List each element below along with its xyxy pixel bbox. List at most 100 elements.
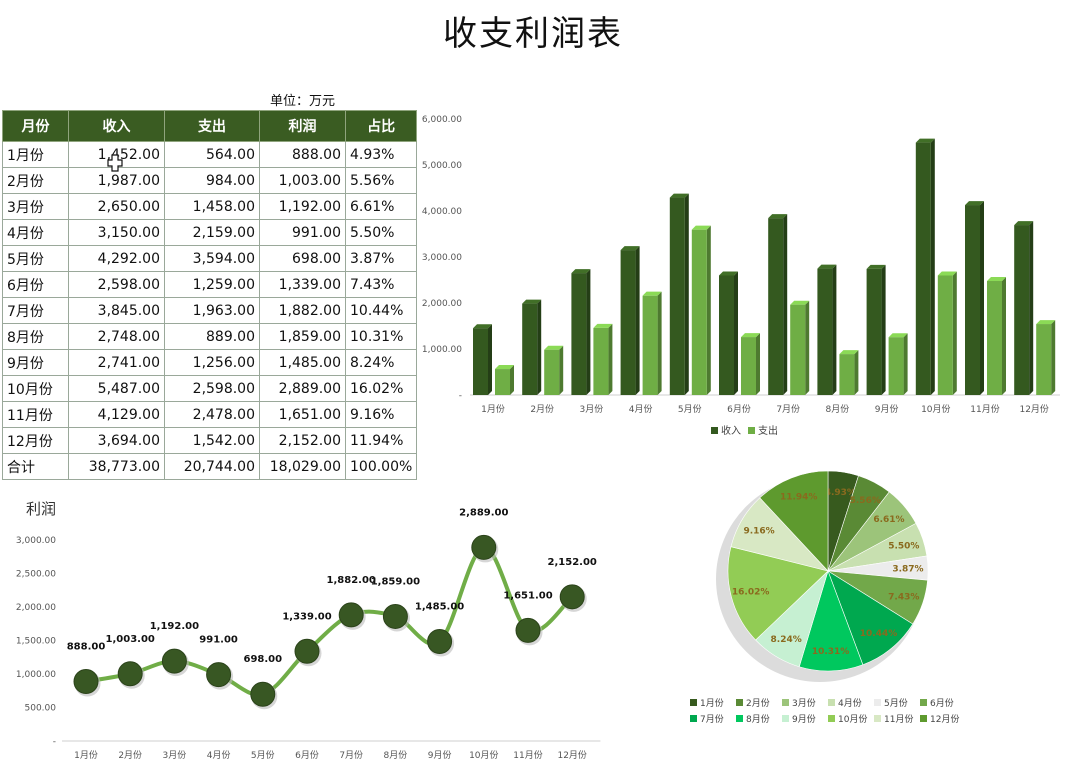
table-row: 8月份 2,748.00 889.00 1,859.00 10.31% <box>2 323 418 350</box>
cell-expense[interactable]: 20,744.00 <box>164 453 260 480</box>
col-header-expense[interactable]: 支出 <box>164 110 260 142</box>
cell-expense[interactable]: 2,598.00 <box>164 375 260 402</box>
slice-label: 8.24% <box>771 635 802 645</box>
bar-side <box>559 345 564 395</box>
cell-expense[interactable]: 564.00 <box>164 141 260 168</box>
cell-ratio[interactable]: 11.94% <box>344 427 418 454</box>
cell-ratio[interactable]: 9.16% <box>344 401 418 428</box>
cell-month[interactable]: 9月份 <box>2 349 69 376</box>
cell-ratio[interactable]: 5.50% <box>344 219 418 246</box>
cell-ratio[interactable]: 3.87% <box>344 245 418 272</box>
cell-ratio[interactable]: 8.24% <box>344 349 418 376</box>
income-bar <box>620 246 640 395</box>
cell-month[interactable]: 8月份 <box>2 323 69 350</box>
cell-profit[interactable]: 1,192.00 <box>259 193 346 220</box>
bar-face <box>522 303 538 395</box>
data-point <box>206 662 232 688</box>
x-tick-label: 4月份 <box>629 403 653 415</box>
cell-month[interactable]: 5月份 <box>2 245 69 272</box>
bar-face <box>544 349 560 395</box>
legend-swatch <box>690 699 697 706</box>
cell-profit[interactable]: 1,859.00 <box>259 323 346 350</box>
cell-income[interactable]: 2,598.00 <box>68 271 165 298</box>
cell-month[interactable]: 6月份 <box>2 271 69 298</box>
data-point <box>559 584 585 610</box>
cell-profit[interactable]: 2,889.00 <box>259 375 346 402</box>
bar-top <box>1036 320 1056 325</box>
cell-income[interactable]: 3,150.00 <box>68 219 165 246</box>
bar-side <box>706 225 711 395</box>
income-bar <box>669 193 689 395</box>
cell-profit[interactable]: 18,029.00 <box>259 453 346 480</box>
cell-ratio[interactable]: 7.43% <box>344 271 418 298</box>
cell-ratio[interactable]: 10.31% <box>344 323 418 350</box>
cell-income[interactable]: 2,741.00 <box>68 349 165 376</box>
cell-profit[interactable]: 1,485.00 <box>259 349 346 376</box>
cell-profit[interactable]: 888.00 <box>259 141 346 168</box>
col-header-month[interactable]: 月份 <box>2 110 69 142</box>
cell-ratio[interactable]: 16.02% <box>344 375 418 402</box>
cell-month[interactable]: 7月份 <box>2 297 69 324</box>
x-tick-label: 9月份 <box>875 403 899 415</box>
cell-profit[interactable]: 991.00 <box>259 219 346 246</box>
cell-ratio[interactable]: 6.61% <box>344 193 418 220</box>
data-label: 991.00 <box>199 635 238 646</box>
cell-month[interactable]: 4月份 <box>2 219 69 246</box>
cell-income[interactable]: 4,292.00 <box>68 245 165 272</box>
col-header-profit[interactable]: 利润 <box>259 110 346 142</box>
cell-ratio[interactable]: 100.00% <box>344 453 418 480</box>
cell-profit[interactable]: 698.00 <box>259 245 346 272</box>
bar-top <box>741 333 760 338</box>
cell-expense[interactable]: 1,259.00 <box>164 271 260 298</box>
expense-bar <box>544 345 564 395</box>
cell-ratio[interactable]: 4.93% <box>344 141 418 168</box>
cell-expense[interactable]: 1,542.00 <box>164 427 260 454</box>
data-point <box>294 638 320 664</box>
cell-ratio[interactable]: 10.44% <box>344 297 418 324</box>
cell-profit[interactable]: 1,003.00 <box>259 167 346 194</box>
cell-expense[interactable]: 1,963.00 <box>164 297 260 324</box>
cell-expense[interactable]: 889.00 <box>164 323 260 350</box>
cell-month[interactable]: 2月份 <box>2 167 69 194</box>
cell-month[interactable]: 12月份 <box>2 427 69 454</box>
cell-expense[interactable]: 1,256.00 <box>164 349 260 376</box>
bar-side <box>854 350 859 395</box>
cell-month[interactable]: 10月份 <box>2 375 69 402</box>
bar-side <box>586 269 591 395</box>
cell-income[interactable]: 2,650.00 <box>68 193 165 220</box>
cell-expense[interactable]: 1,458.00 <box>164 193 260 220</box>
cell-income[interactable]: 2,748.00 <box>68 323 165 350</box>
cell-profit[interactable]: 2,152.00 <box>259 427 346 454</box>
data-point <box>427 629 453 655</box>
cell-expense[interactable]: 2,159.00 <box>164 219 260 246</box>
table-row: 1月份 1,452.00 564.00 888.00 4.93% <box>2 141 418 168</box>
slice-label: 5.50% <box>888 542 919 552</box>
cell-month[interactable]: 11月份 <box>2 401 69 428</box>
col-header-income[interactable]: 收入 <box>68 110 165 142</box>
cell-income[interactable]: 3,845.00 <box>68 297 165 324</box>
cell-profit[interactable]: 1,651.00 <box>259 401 346 428</box>
cell-expense[interactable]: 984.00 <box>164 167 260 194</box>
cell-month[interactable]: 1月份 <box>2 141 69 168</box>
cell-month[interactable]: 3月份 <box>2 193 69 220</box>
x-tick-label: 9月份 <box>428 749 452 761</box>
cell-profit[interactable]: 1,882.00 <box>259 297 346 324</box>
cell-income[interactable]: 5,487.00 <box>68 375 165 402</box>
col-header-ratio[interactable]: 占比 <box>344 110 418 142</box>
cell-profit[interactable]: 1,339.00 <box>259 271 346 298</box>
legend-label: 12月份 <box>930 713 959 725</box>
cell-month[interactable]: 合计 <box>2 453 69 480</box>
bar-side <box>1029 221 1034 395</box>
cell-ratio[interactable]: 5.56% <box>344 167 418 194</box>
bar-top <box>987 277 1006 282</box>
legend-label: 3月份 <box>792 697 816 709</box>
data-point <box>471 534 497 560</box>
x-tick-label: 6月份 <box>727 403 751 415</box>
cell-expense[interactable]: 2,478.00 <box>164 401 260 428</box>
cell-expense[interactable]: 3,594.00 <box>164 245 260 272</box>
cell-income[interactable]: 3,694.00 <box>68 427 165 454</box>
cell-income[interactable]: 4,129.00 <box>68 401 165 428</box>
data-label: 2,152.00 <box>548 557 597 568</box>
cell-cursor-icon <box>107 154 123 172</box>
cell-income[interactable]: 38,773.00 <box>68 453 165 480</box>
